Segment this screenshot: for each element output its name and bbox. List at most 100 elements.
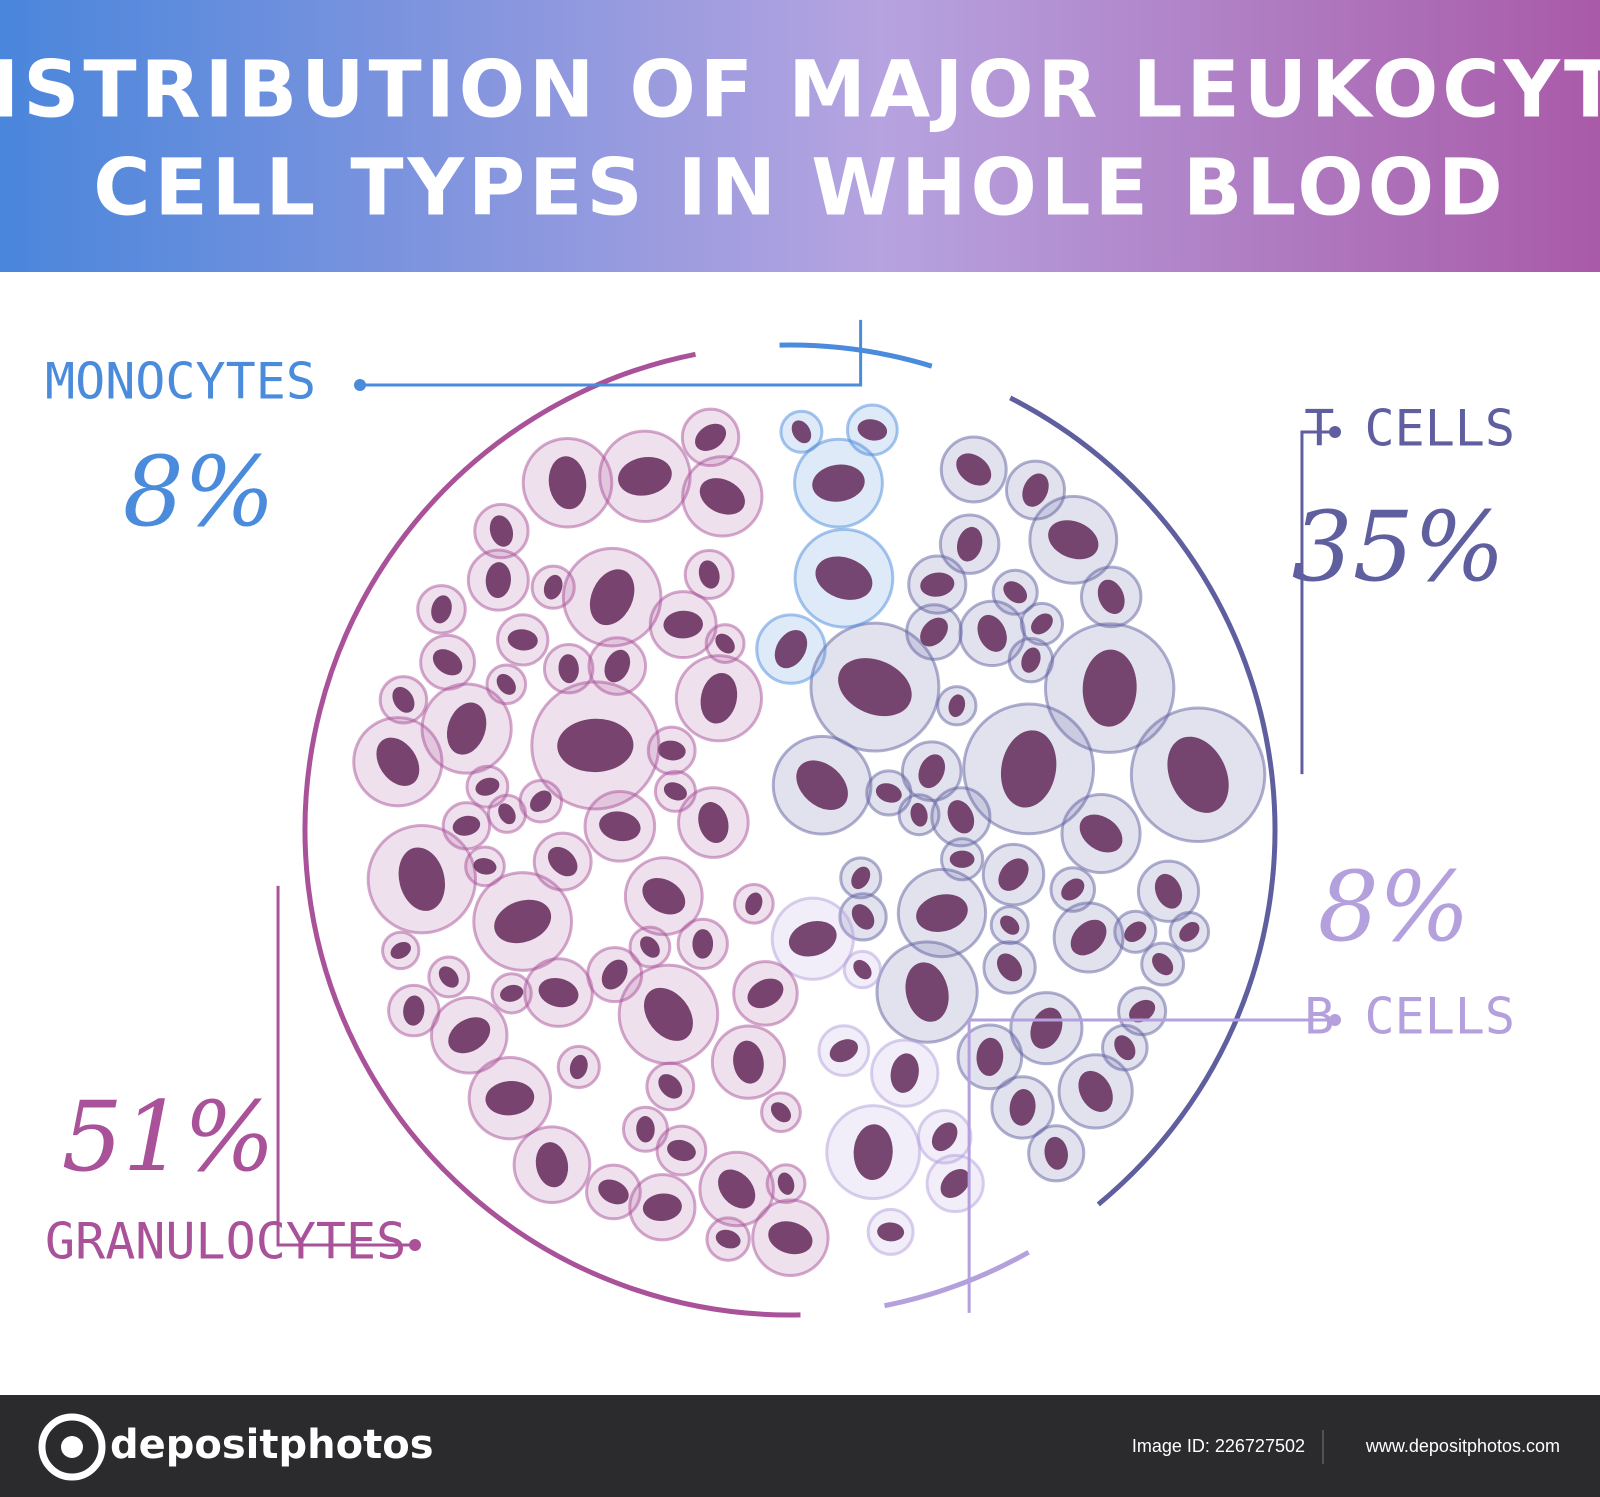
cell-nucleus [791,420,812,444]
cell-nucleus [956,526,983,562]
cell-nucleus [956,453,992,486]
cell-nucleus [745,892,763,916]
image-id: Image ID: 226727502 [1132,1436,1305,1456]
cell-nucleus [452,815,481,836]
cell-nucleus [1003,581,1028,604]
cell-nucleus [698,560,720,589]
cell-nucleus [1154,873,1183,909]
cell-nucleus [500,984,524,1002]
cell-nucleus [403,995,425,1026]
cell-nucleus [446,702,487,755]
connector [967,1018,1335,1313]
cell-nucleus [473,858,497,875]
cell-nucleus [601,959,628,990]
cell-nucleus [657,740,686,761]
cell-nucleus [642,1193,682,1222]
cell-nucleus [998,858,1029,891]
cell-nucleus [548,456,587,510]
cell-nucleus [485,1080,535,1116]
cell-nucleus [438,966,459,988]
cell-nucleus [663,782,687,801]
cell-nucleus [398,847,446,911]
cell-nucleus [851,904,875,930]
cell-nucleus [589,569,635,626]
cell-nucleus [815,556,873,600]
header-band [0,0,1600,272]
cell-nucleus [667,1139,696,1162]
cell-nucleus [1167,736,1229,813]
cell-nucleus [1044,1136,1068,1170]
sector-arc [779,342,933,369]
cell-nucleus [890,1053,919,1093]
legend-label: MONOCYTES [45,353,316,411]
cell-nucleus [448,1017,491,1054]
cell-nucleus [1152,953,1174,976]
cell-nucleus [663,610,703,639]
cell-nucleus [547,846,578,877]
cell-nucleus [788,920,837,957]
cell-nucleus [642,877,686,915]
title-line: CELL TYPES IN WHOLE BLOOD [93,143,1507,233]
value-label: 51% [62,1081,275,1193]
cell-nucleus [376,737,420,786]
cell-nucleus [535,1142,569,1188]
connector-dot [354,379,366,391]
cell-nucleus [1022,473,1049,507]
cell-nucleus [1009,1089,1036,1126]
cell-nucleus [1021,647,1041,673]
cell-nucleus [1070,919,1107,956]
cell-nucleus [692,929,714,959]
legend-label: B CELLS [1304,988,1515,1046]
cell-nucleus [496,673,516,695]
cell-nucleus [598,1179,629,1205]
cell-nucleus [838,658,912,717]
legend-label: GRANULOCYTES [45,1213,406,1271]
cell-nucleus [489,515,514,547]
cell-nucleus [977,614,1007,652]
cell-nucleus [875,783,902,803]
cell-nucleus [1097,579,1125,615]
cell-nucleus [507,629,538,651]
cell-nucleus [494,899,552,944]
cell-nucleus [857,419,888,441]
cell-nucleus [1000,730,1057,808]
cell-nucleus [774,629,808,669]
cell-nucleus [853,1124,893,1180]
connector-dot [1329,426,1341,438]
cell-nucleus [976,1037,1004,1076]
connector [276,885,415,1247]
cell-nucleus [392,686,415,713]
cell-nucleus [530,790,552,812]
cell-nucleus [390,941,411,959]
sector-arc [302,351,801,1318]
cell-nucleus [877,1222,905,1242]
cell-nucleus [538,977,579,1008]
cell-nucleus [604,649,631,683]
cell-nucleus [920,572,955,597]
cell-nucleus [485,562,511,599]
cell-nucleus [718,1169,756,1209]
connector-dot [409,1239,421,1251]
cell-nucleus [949,850,975,868]
cell-nucleus [599,811,641,842]
value-label: 8% [1318,851,1470,963]
cell-nucleus [920,617,948,647]
cell-nucleus [948,694,966,718]
cell-nucleus [796,760,848,810]
cell-nucleus [1179,921,1200,942]
footer-band [0,1395,1600,1497]
cell-nucleus [1031,613,1053,635]
sector-arc [884,1250,1030,1309]
cell-nucleus [996,953,1023,982]
cell-nucleus [700,672,738,724]
cell-nucleus [733,1040,764,1084]
cell-nucleus [715,1229,741,1249]
connector [1300,430,1335,775]
cell-nucleus [851,866,871,890]
cell-nucleus [640,936,660,958]
site-url: www.depositphotos.com [1365,1436,1560,1456]
connector-dot [1329,1014,1341,1026]
sector-arc [1009,395,1278,1207]
